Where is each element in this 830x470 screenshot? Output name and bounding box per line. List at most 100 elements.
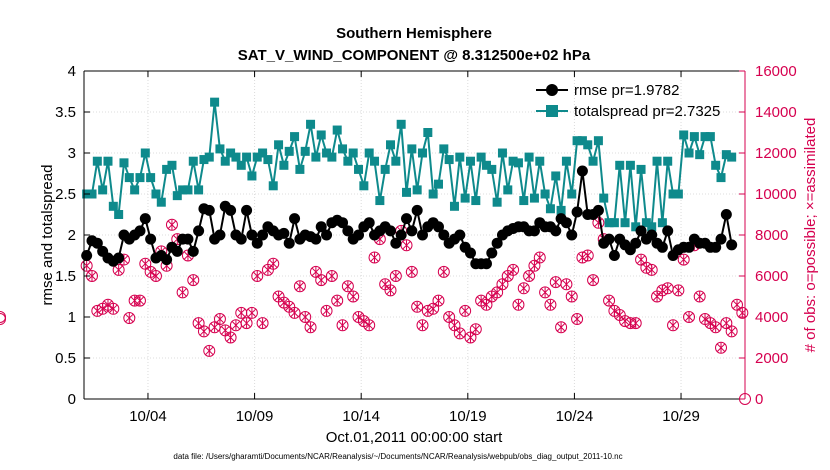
obs-possible-point (432, 294, 445, 307)
obs-possible-point (325, 270, 338, 282)
totalspread-point (359, 181, 369, 191)
totalspread-point (268, 181, 278, 191)
obs-possible-point (693, 290, 706, 303)
totalspread-point (156, 197, 166, 207)
obs-assimilated-point (391, 271, 400, 281)
rmse-point (315, 221, 327, 233)
totalspread-point (561, 156, 571, 166)
obs-assimilated-point (109, 303, 118, 314)
totalspread-point (183, 185, 193, 195)
obs-assimilated-point (306, 322, 315, 333)
totalspread-point (172, 191, 182, 201)
obs-assimilated-point (333, 295, 342, 306)
obs-assimilated-point (466, 332, 475, 343)
axis-layer: 0 0.5 1 1.5 2 2.5 3 3.5 4 0 2000 4000 6000 8000 10000 1… (55, 63, 797, 425)
totalspread-point (583, 140, 593, 150)
obs-assimilated-point (679, 254, 688, 265)
rmse-point (406, 225, 418, 237)
obs-possible-point (459, 304, 472, 317)
obs-assimilated-point (349, 291, 358, 302)
rmse-point (491, 237, 503, 249)
chart-subtitle: SAT_V_WIND_COMPONENT @ 8.312500e+02 hPa (238, 47, 591, 64)
obs-assimilated-point (487, 291, 496, 302)
obs-assimilated-point (226, 332, 235, 343)
totalspread-point (263, 155, 273, 165)
x-tick-label: 10/29 (662, 408, 700, 425)
rmse-point (187, 245, 199, 257)
totalspread-point (631, 222, 641, 232)
y-tick-label: 1 (68, 309, 76, 326)
rmse-point (401, 213, 413, 225)
obs-assimilated-point (338, 320, 347, 331)
rmse-point (283, 237, 295, 249)
rmse-point (646, 229, 658, 241)
totalspread-point (114, 210, 124, 219)
totalspread-point (343, 156, 353, 166)
obs-assimilated-point (386, 285, 395, 296)
obs-possible-point (603, 294, 616, 307)
obs-possible-point (453, 327, 466, 340)
rmse-point (726, 239, 738, 251)
totalspread-point (689, 132, 699, 142)
obs-possible-point (677, 253, 690, 266)
y-tick-label: 0.5 (55, 350, 76, 367)
totalspread-point (455, 152, 465, 162)
legend-totalspread-marker (546, 105, 558, 117)
rmse-point (321, 229, 333, 241)
obs-assimilated-point (413, 301, 422, 312)
obs-assimilated-point (317, 275, 326, 286)
rmse-point (251, 237, 263, 249)
obs-assimilated-point (407, 266, 416, 277)
y2-tick-label: 16000 (755, 63, 797, 80)
obs-possible-point (715, 341, 728, 354)
totalspread-point (609, 218, 619, 228)
obs-assimilated-point (104, 299, 112, 310)
totalspread-point (668, 189, 678, 199)
obs-assimilated-point (498, 279, 507, 290)
totalspread-point (567, 189, 577, 199)
obs-assimilated-point (615, 309, 624, 320)
obs-possible-point (245, 306, 258, 319)
obs-possible-point (315, 274, 328, 287)
obs-assimilated-point (152, 271, 160, 281)
rmse-point (91, 237, 103, 249)
x-tick-label: 10/14 (342, 408, 380, 425)
obs-possible-point (507, 263, 520, 276)
obs-assimilated-point (178, 287, 187, 298)
totalspread-point (700, 132, 710, 142)
totalspread-point (716, 173, 726, 183)
rmse-point (289, 213, 301, 225)
rmse-point (193, 225, 205, 237)
totalspread-point (487, 164, 497, 174)
obs-assimilated-point (242, 318, 251, 329)
rmse-point (113, 252, 125, 264)
totalspread-point (396, 119, 406, 129)
totalspread-point (247, 171, 257, 181)
obs-assimilated-point (695, 291, 704, 302)
totalspread-point (124, 173, 134, 183)
obs-assimilated-point (551, 277, 560, 288)
x-axis-label: Oct.01,2011 00:00:00 start (326, 429, 503, 446)
rmse-point (145, 233, 157, 245)
legend-rmse-label: rmse pr=1.9782 (574, 82, 679, 99)
totalspread-point (503, 185, 513, 195)
obs-possible-point (539, 286, 552, 299)
totalspread-point (705, 132, 715, 142)
totalspread-point (481, 160, 491, 170)
obs-possible-point (0, 311, 6, 323)
y-tick-label: 0 (68, 391, 76, 408)
totalspread-point (556, 205, 566, 215)
obs-assimilated-point (402, 240, 411, 251)
rmse-point (353, 229, 365, 241)
totalspread-point (513, 158, 523, 168)
obs-possible-point (544, 298, 557, 311)
obs-assimilated-point (231, 320, 240, 331)
rmse-point (454, 229, 466, 241)
y2-tick-label: 0 (755, 391, 763, 408)
obs-assimilated-point (541, 287, 550, 298)
obs-assimilated-point (535, 252, 544, 263)
rmse-point (683, 241, 695, 253)
totalspread-point (151, 189, 161, 199)
data-file-footer: data file: /Users/gharamti/Documents/NCA… (173, 452, 622, 461)
totalspread-point (593, 136, 603, 146)
